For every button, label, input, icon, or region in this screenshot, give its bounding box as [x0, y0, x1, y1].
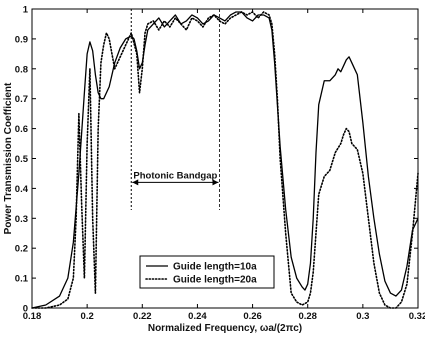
bandgap-arrowhead-left: [132, 179, 139, 186]
y-tick-label: 0.8: [15, 64, 28, 75]
x-tick-label: 0.24: [188, 311, 207, 322]
x-tick-label: 0.2: [81, 311, 94, 322]
legend: Guide length=10a Guide length=20a: [139, 255, 275, 289]
x-tick-label: 0.3: [356, 311, 369, 322]
bandgap-arrowhead-right: [212, 179, 219, 186]
legend-box: [139, 255, 275, 289]
x-axis-label: Normalized Frequency, ωa/(2πc): [148, 323, 302, 334]
x-tick-label: 0.18: [23, 311, 42, 322]
x-tick-label: 0.22: [133, 311, 152, 322]
bandgap-label: Photonic Bandgap: [133, 170, 217, 181]
y-tick-label: 0.3: [15, 214, 28, 225]
y-tick-label: 0.6: [15, 124, 28, 135]
y-tick-label: 0.1: [15, 274, 29, 285]
x-tick-label: 0.32: [409, 311, 425, 322]
y-tick-label: 0.9: [15, 34, 28, 45]
y-tick-label: 0.4: [15, 184, 29, 195]
y-tick-label: 0: [23, 304, 28, 315]
legend-entry-label: Guide length=20a: [173, 275, 257, 286]
bandgap-annotation: Photonic Bandgap: [130, 9, 220, 210]
y-tick-label: 0.7: [15, 94, 28, 105]
y-tick-label: 1: [23, 5, 29, 16]
x-tick-label: 0.26: [243, 311, 262, 322]
series-line-20a: [31, 11, 419, 309]
y-tick-label: 0.5: [15, 154, 29, 165]
y-tick-label: 0.2: [15, 244, 28, 255]
y-axis-label: Power Transmission Coefficient: [3, 82, 14, 234]
series-layer: [31, 11, 419, 309]
x-tick-label: 0.28: [298, 311, 317, 322]
legend-entry-label: Guide length=10a: [173, 262, 257, 273]
axes-layer: 0.18 0.2 0.22 0.24 0.26 0.28 0.3 0.32 0 0.1 0.2 0.3…: [15, 5, 425, 323]
